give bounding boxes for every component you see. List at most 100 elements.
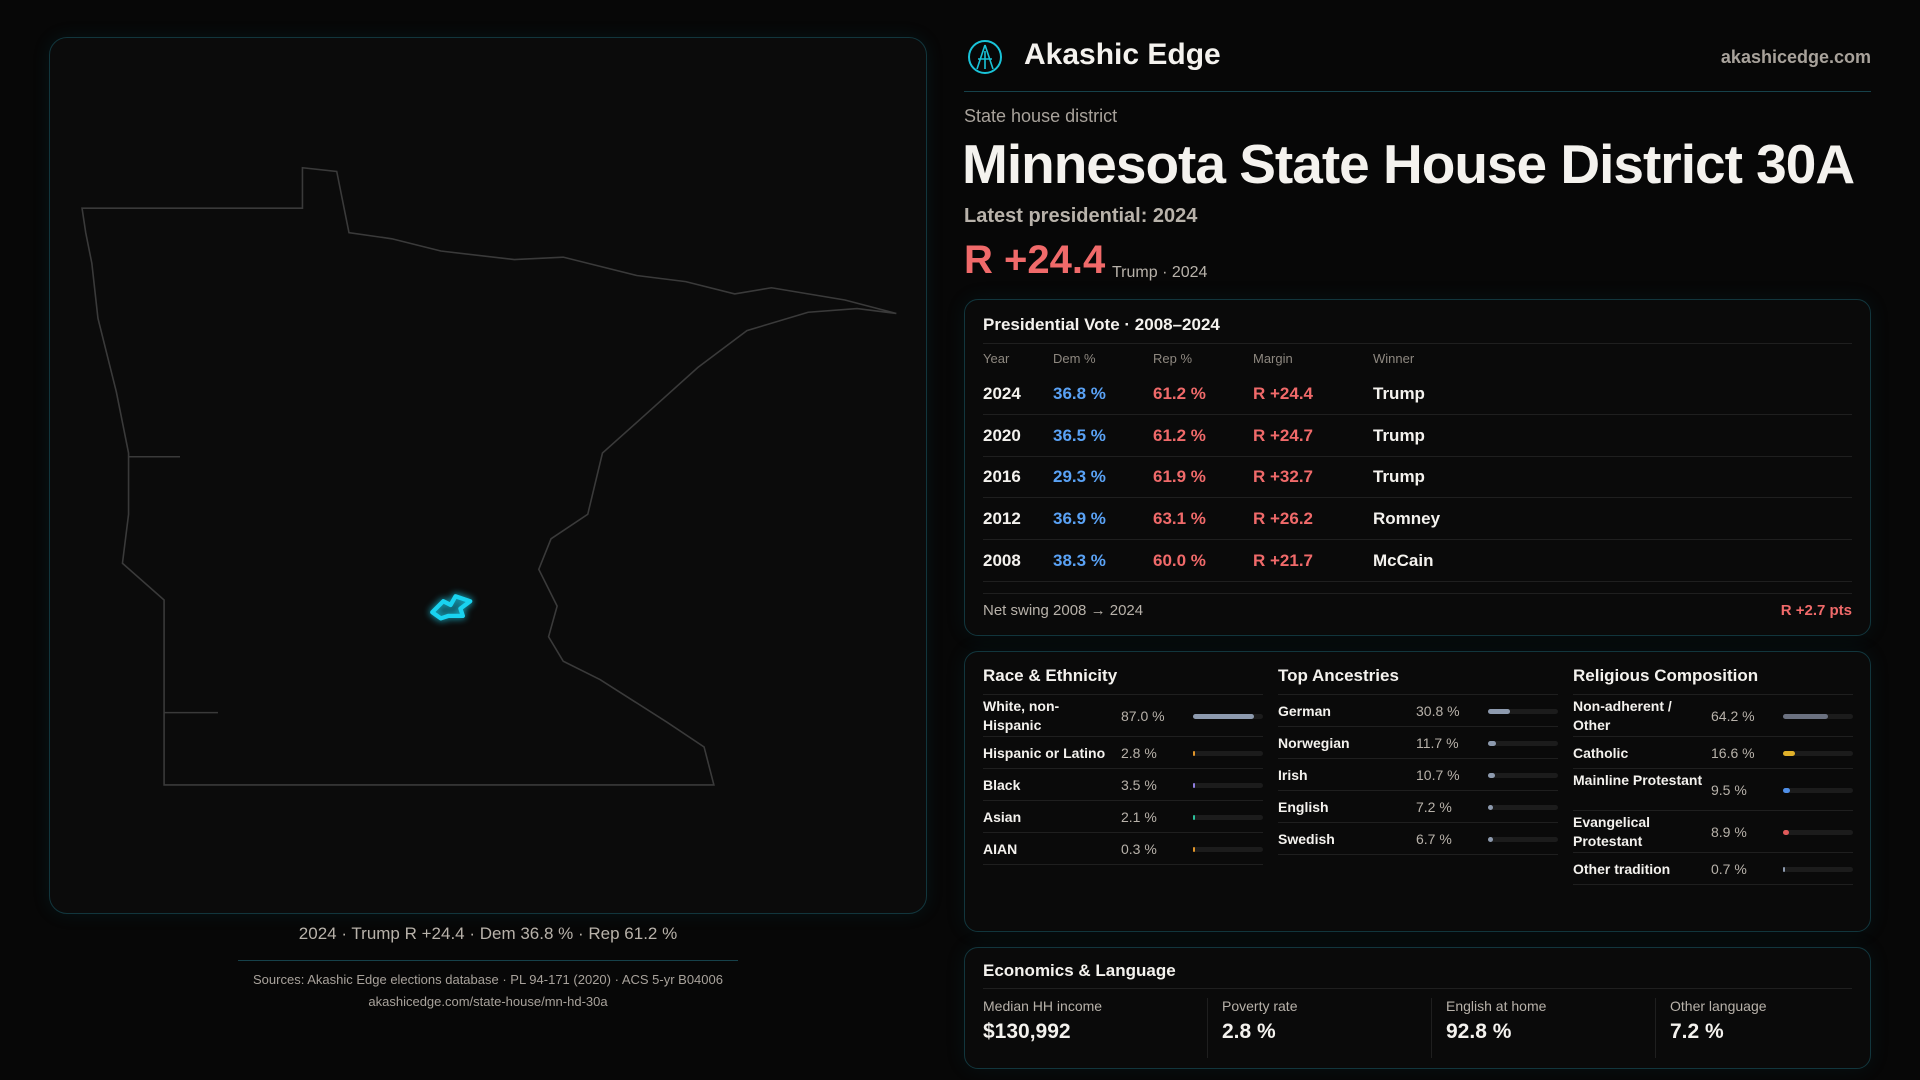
share-bar — [1783, 788, 1853, 793]
share-bar — [1783, 867, 1853, 872]
cell-dem: 29.3 % — [1053, 467, 1106, 486]
row-value: 2.1 % — [1121, 809, 1157, 825]
row-label: Mainline Protestant — [1573, 772, 1703, 788]
demographic-row: Mainline Protestant 9.5 % — [1573, 769, 1853, 811]
share-bar — [1193, 783, 1263, 788]
metric-label: Poverty rate — [1222, 998, 1298, 1014]
row-label: Black — [983, 776, 1021, 793]
share-bar — [1193, 815, 1263, 820]
share-bar-fill — [1193, 847, 1195, 852]
cell-rep: 61.9 % — [1153, 467, 1206, 486]
share-bar-fill — [1783, 714, 1828, 719]
row-label: Asian — [983, 808, 1022, 825]
share-bar — [1193, 714, 1263, 719]
share-bar — [1193, 847, 1263, 852]
cell-margin: R +26.2 — [1253, 509, 1314, 528]
row-value: 11.7 % — [1416, 735, 1459, 751]
metric-label: Median HH income — [983, 998, 1103, 1014]
metric-value: $130,992 — [983, 1020, 1071, 1043]
row-label: German — [1278, 702, 1331, 719]
row-value: 30.8 % — [1416, 703, 1460, 719]
share-bar-fill — [1193, 714, 1254, 719]
demographic-row: White, non-Hispanic 87.0 % — [983, 695, 1263, 737]
share-bar-fill — [1488, 741, 1497, 746]
cell-year: 2008 — [983, 551, 1021, 570]
share-bar — [1193, 751, 1263, 756]
demographic-row: Irish 10.7 % — [1278, 759, 1558, 791]
demographic-row: German 30.8 % — [1278, 695, 1558, 727]
demographic-row: AIAN 0.3 % — [983, 833, 1263, 865]
latest-margin: R +24.4 — [964, 238, 1106, 282]
column-header: Rep % — [1153, 351, 1193, 366]
row-value: 6.7 % — [1416, 831, 1452, 847]
economic-metric: Median HH income $130,992 — [983, 998, 1207, 1058]
economics-card: Economics & Language Median HH income $13… — [964, 947, 1871, 1069]
cell-rep: 61.2 % — [1153, 426, 1206, 445]
cell-margin: R +24.7 — [1253, 426, 1314, 445]
column-header: Year — [983, 351, 1010, 366]
metric-label: English at home — [1446, 998, 1547, 1014]
page-url[interactable]: akashicedge.com/state-house/mn-hd-30a — [368, 994, 608, 1009]
demographic-row: Norwegian 11.7 % — [1278, 727, 1558, 759]
demographic-row: Hispanic or Latino 2.8 % — [983, 737, 1263, 769]
row-label: Hispanic or Latino — [983, 744, 1106, 761]
header-divider — [964, 91, 1871, 92]
column-title: Religious Composition — [1573, 666, 1759, 685]
row-label: Irish — [1278, 766, 1308, 783]
row-value: 8.9 % — [1711, 824, 1747, 840]
metric-value: 7.2 % — [1670, 1020, 1724, 1043]
share-bar-fill — [1488, 773, 1496, 778]
share-bar — [1488, 741, 1558, 746]
demographic-row: Evangelical Protestant 8.9 % — [1573, 811, 1853, 853]
net-swing-label: Net swing 2008 → 2024 — [983, 602, 1144, 619]
cell-winner: McCain — [1373, 551, 1434, 570]
column-header: Margin — [1253, 351, 1293, 366]
card-title: Economics & Language — [983, 961, 1176, 980]
demographic-row: Swedish 6.7 % — [1278, 823, 1558, 855]
sources-text: Sources: Akashic Edge elections database… — [253, 972, 723, 987]
map-panel[interactable] — [49, 37, 927, 914]
column-title: Top Ancestries — [1278, 666, 1399, 685]
economic-metric: English at home 92.8 % — [1431, 998, 1655, 1058]
cell-year: 2016 — [983, 467, 1021, 486]
cell-winner: Romney — [1373, 509, 1441, 528]
demographic-row: Other tradition 0.7 % — [1573, 853, 1853, 885]
footer-divider — [238, 960, 738, 961]
share-bar-fill — [1193, 783, 1196, 788]
map-caption: 2024 · Trump R +24.4 · Dem 36.8 % · Rep … — [298, 924, 678, 943]
share-bar — [1783, 751, 1853, 756]
cell-margin: R +32.7 — [1253, 467, 1314, 486]
share-bar-fill — [1193, 815, 1195, 820]
row-divider — [983, 539, 1852, 540]
row-value: 2.8 % — [1121, 745, 1157, 761]
row-label: Other tradition — [1573, 860, 1671, 877]
row-divider — [983, 456, 1852, 457]
cell-dem: 36.9 % — [1053, 509, 1106, 528]
cell-rep: 60.0 % — [1153, 551, 1206, 570]
row-value: 3.5 % — [1121, 777, 1157, 793]
cell-year: 2012 — [983, 509, 1021, 528]
row-divider — [983, 581, 1852, 582]
page-title: Minnesota State House District 30A — [962, 133, 1855, 195]
row-label: Evangelical Protestant — [1573, 814, 1651, 849]
cell-margin: R +21.7 — [1253, 551, 1314, 570]
row-divider — [983, 414, 1852, 415]
domain-link[interactable]: akashicedge.com — [1720, 47, 1871, 67]
row-label: Norwegian — [1278, 734, 1350, 751]
economic-metric: Poverty rate 2.8 % — [1207, 998, 1431, 1058]
row-label: Swedish — [1278, 830, 1335, 847]
row-value: 0.7 % — [1711, 861, 1747, 877]
row-value: 10.7 % — [1416, 767, 1460, 783]
row-divider — [983, 497, 1852, 498]
share-bar-fill — [1488, 805, 1494, 810]
demographic-row: Catholic 16.6 % — [1573, 737, 1853, 769]
share-bar — [1488, 837, 1558, 842]
cell-dem: 38.3 % — [1053, 551, 1106, 570]
row-value: 9.5 % — [1711, 782, 1747, 798]
row-value: 16.6 % — [1711, 745, 1755, 761]
demographic-row: Non-adherent / Other 64.2 % — [1573, 695, 1853, 737]
demographic-row: Asian 2.1 % — [983, 801, 1263, 833]
metric-value: 92.8 % — [1446, 1020, 1512, 1043]
share-bar — [1488, 773, 1558, 778]
column-header: Dem % — [1053, 351, 1096, 366]
